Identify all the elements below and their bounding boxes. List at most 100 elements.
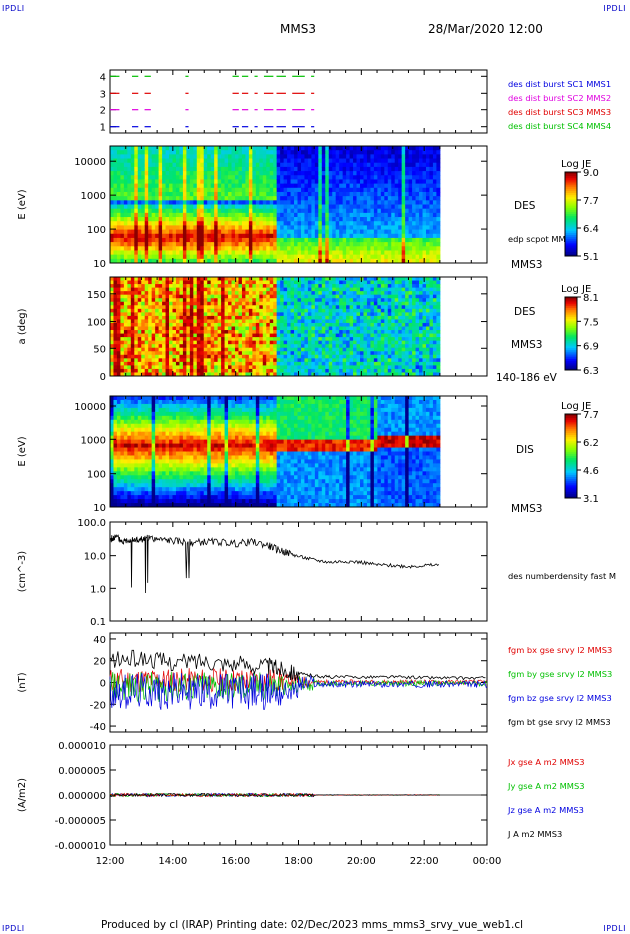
spectrogram-cell [241, 217, 246, 222]
spectrogram-cell [172, 337, 177, 342]
spectrogram-cell [273, 221, 278, 226]
spectrogram-cell [266, 301, 271, 306]
spectrogram-cell [328, 344, 333, 349]
spectrogram-cell [182, 301, 187, 306]
spectrogram-cell [425, 242, 430, 247]
spectrogram-cell [196, 344, 201, 349]
spectrogram-cell [155, 242, 160, 247]
spectrogram-cell [224, 146, 229, 151]
spectrogram-cell [116, 337, 121, 342]
spectrogram-cell [175, 326, 180, 331]
spectrogram-cell [120, 258, 125, 264]
spectrogram-cell [363, 146, 368, 151]
spectrogram-cell [287, 250, 292, 256]
spectrogram-cell [429, 237, 434, 243]
spectrogram-cell [196, 280, 201, 285]
spectrogram-cell [151, 354, 156, 359]
spectrogram-cell [415, 171, 420, 176]
spectrogram-cell [155, 200, 160, 205]
spectrogram-cell [193, 280, 198, 285]
spectrogram-cell [283, 322, 288, 327]
spectrogram-cell [380, 158, 385, 164]
spectrogram-cell [224, 166, 229, 172]
spectrogram-cell [221, 326, 226, 331]
spectrogram-cell [360, 237, 364, 243]
spectrogram-cell [189, 191, 194, 197]
spectrogram-cell [144, 284, 149, 289]
spectrogram-cell [276, 340, 281, 345]
spectrogram-cell [186, 237, 191, 243]
spectrogram-cell [335, 250, 340, 256]
spectrogram-cell [231, 229, 236, 235]
spectrogram-cell [120, 344, 125, 349]
spectrogram-cell [116, 191, 121, 197]
spectrogram-cell [175, 351, 180, 356]
spectrogram-cell [294, 258, 299, 264]
spectrogram-cell [151, 237, 156, 243]
spectrogram-cell [179, 158, 184, 164]
spectrogram-cell [290, 308, 295, 313]
spectrogram-cell [127, 372, 132, 377]
spectrogram-cell [373, 175, 378, 180]
spectrogram-cell [342, 322, 347, 327]
spectrogram-cell [342, 312, 347, 317]
spectrogram-cell [332, 298, 337, 303]
spectrogram-cell [252, 312, 257, 317]
spectrogram-cell [116, 242, 121, 247]
spectrogram-cell [158, 340, 163, 345]
spectrogram-cell [321, 154, 326, 160]
spectrogram-cell [262, 344, 267, 349]
spectrogram-cell [238, 179, 243, 185]
spectrogram-cell [238, 217, 243, 222]
spectrogram-cell [214, 354, 219, 359]
spectrogram-cell [137, 298, 142, 303]
colorbar-segment [565, 193, 577, 196]
spectrogram-cell [425, 204, 430, 210]
spectrogram-cell [165, 354, 170, 359]
spectrogram-cell [321, 368, 326, 373]
spectrogram-cell [148, 354, 153, 359]
spectrogram-cell [214, 196, 219, 201]
spectrogram-cell [283, 212, 288, 218]
spectrogram-cell [210, 365, 215, 370]
spectrogram-cell [228, 344, 233, 349]
spectrogram-cell [332, 254, 337, 260]
spectrogram-cell [127, 196, 132, 201]
spectrogram-cell [266, 287, 271, 292]
spectrogram-cell [203, 305, 208, 310]
spectrogram-cell [332, 330, 337, 335]
spectrogram-cell [332, 287, 337, 292]
spectrogram-cell [287, 284, 292, 289]
spectrogram-cell [214, 162, 219, 168]
spectrogram-cell [151, 166, 156, 172]
spectrogram-cell [328, 146, 333, 151]
spectrogram-cell [169, 347, 174, 352]
spectrogram-cell [148, 217, 153, 222]
spectrogram-cell [415, 250, 420, 256]
spectrogram-cell [269, 284, 274, 289]
spectrogram-cell [120, 284, 125, 289]
spectrogram-cell [401, 175, 406, 180]
spectrogram-cell [398, 146, 403, 151]
spectrogram-cell [189, 246, 194, 251]
spectrogram-cell [363, 225, 368, 231]
spectrogram-cell [235, 196, 239, 201]
spectrogram-cell [328, 154, 333, 160]
spectrogram-cell [130, 225, 135, 231]
spectrogram-cell [300, 208, 305, 214]
spectrogram-cell [214, 233, 219, 239]
spectrogram-cell [245, 291, 250, 296]
spectrogram-cell [321, 358, 326, 363]
spectrogram-cell [314, 200, 319, 205]
spectrogram-cell [276, 361, 281, 366]
spectrogram-cell [252, 254, 257, 260]
spectrogram-cell [290, 154, 295, 160]
spectrogram-cell [110, 242, 114, 247]
spectrogram-cell [314, 229, 319, 235]
spectrogram-cell [328, 204, 333, 210]
spectrogram-cell [311, 340, 316, 345]
spectrogram-cell [120, 315, 125, 320]
spectrogram-cell [415, 187, 420, 193]
spectrogram-cell [203, 258, 208, 264]
spectrogram-cell [432, 183, 437, 189]
